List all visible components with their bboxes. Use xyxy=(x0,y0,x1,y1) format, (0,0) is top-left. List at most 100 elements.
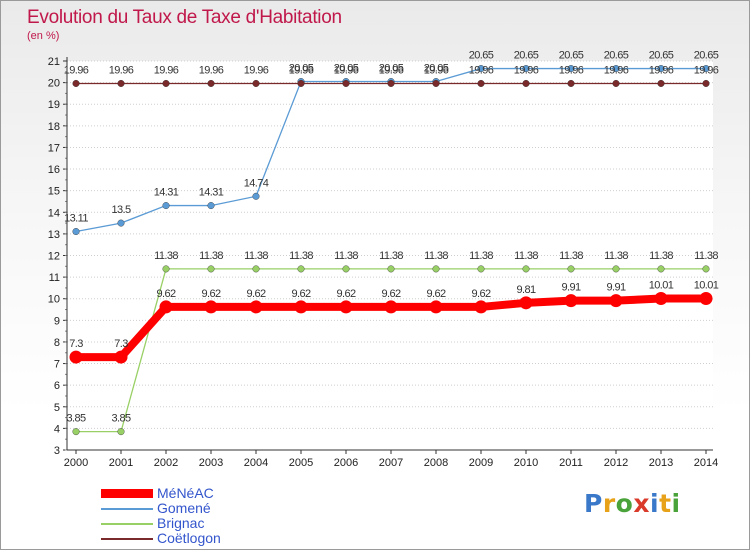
y-tick-label: 10 xyxy=(48,294,60,306)
point-brignac xyxy=(252,265,260,273)
data-label-gomene: 20.05 xyxy=(379,63,404,75)
x-tick-label: 2005 xyxy=(289,457,313,469)
data-label-brignac: 11.38 xyxy=(424,250,448,262)
legend-swatch xyxy=(101,538,153,540)
data-label-meneac: 7.3 xyxy=(69,338,83,350)
x-tick-label: 2007 xyxy=(379,457,403,469)
point-brignac xyxy=(567,265,575,273)
data-label-gomene: 20.65 xyxy=(649,50,674,62)
y-tick-label: 5 xyxy=(54,402,60,414)
data-label-gomene: 14.31 xyxy=(154,187,179,199)
data-label-meneac: 10.01 xyxy=(649,280,674,292)
data-label-brignac: 3.85 xyxy=(111,413,130,425)
data-label-brignac: 11.38 xyxy=(514,250,538,262)
data-label-coetlogon: 19.96 xyxy=(199,64,224,76)
x-tick-label: 2004 xyxy=(244,457,268,469)
y-tick-label: 21 xyxy=(48,56,60,68)
data-label-gomene: 20.05 xyxy=(289,63,314,75)
point-brignac xyxy=(162,265,170,273)
point-meneac xyxy=(384,300,398,314)
logo-letter: r xyxy=(602,489,616,518)
data-label-brignac: 11.38 xyxy=(469,250,493,262)
y-tick-label: 9 xyxy=(54,315,60,327)
data-label-gomene: 13.5 xyxy=(111,204,130,216)
y-tick-label: 6 xyxy=(54,380,60,392)
point-brignac xyxy=(297,265,305,273)
point-coetlogon xyxy=(297,79,305,87)
data-label-meneac: 7.3 xyxy=(114,338,128,350)
point-brignac xyxy=(387,265,395,273)
data-label-brignac: 11.38 xyxy=(289,250,313,262)
point-meneac xyxy=(654,292,668,306)
x-tick-label: 2010 xyxy=(514,457,538,469)
proxiti-logo: Proxiti xyxy=(584,489,681,518)
data-label-meneac: 9.62 xyxy=(426,288,445,300)
point-gomene xyxy=(252,192,260,200)
point-gomene xyxy=(477,65,485,73)
data-label-coetlogon: 19.96 xyxy=(289,64,314,76)
point-gomene xyxy=(522,65,530,73)
legend-label: Coëtlogon xyxy=(157,530,221,546)
x-tick-label: 2002 xyxy=(154,457,178,469)
y-tick-label: 8 xyxy=(54,337,60,349)
x-tick-label: 2006 xyxy=(334,457,358,469)
data-label-brignac: 11.38 xyxy=(604,250,628,262)
point-meneac xyxy=(474,300,488,314)
data-label-gomene: 20.65 xyxy=(514,50,539,62)
data-label-coetlogon: 19.96 xyxy=(694,64,719,76)
data-label-brignac: 11.38 xyxy=(244,250,268,262)
point-brignac xyxy=(432,265,440,273)
y-tick-label: 4 xyxy=(54,423,60,435)
data-label-meneac: 9.62 xyxy=(201,288,220,300)
data-label-coetlogon: 19.96 xyxy=(244,64,269,76)
data-label-coetlogon: 19.96 xyxy=(424,64,449,76)
point-coetlogon xyxy=(72,79,80,87)
logo-letter: i xyxy=(671,489,681,518)
data-label-gomene: 14.74 xyxy=(244,177,269,189)
point-coetlogon xyxy=(432,79,440,87)
data-label-brignac: 3.85 xyxy=(66,413,85,425)
data-label-brignac: 11.38 xyxy=(694,250,718,262)
x-tick-label: 2009 xyxy=(469,457,493,469)
point-meneac xyxy=(204,300,218,314)
point-brignac xyxy=(612,265,620,273)
point-meneac xyxy=(249,300,263,314)
logo-letter: o xyxy=(615,489,634,518)
point-meneac xyxy=(294,300,308,314)
point-meneac xyxy=(114,350,128,364)
data-label-gomene: 20.65 xyxy=(469,50,494,62)
legend-label: MéNéAC xyxy=(157,485,214,501)
data-label-coetlogon: 19.96 xyxy=(514,64,539,76)
point-brignac xyxy=(657,265,665,273)
point-brignac xyxy=(342,265,350,273)
point-gomene xyxy=(657,65,665,73)
x-tick-label: 2012 xyxy=(604,457,628,469)
data-label-gomene: 13.11 xyxy=(64,213,88,225)
data-label-coetlogon: 19.96 xyxy=(334,64,359,76)
point-meneac xyxy=(519,296,533,310)
data-label-coetlogon: 19.96 xyxy=(109,64,134,76)
point-gomene xyxy=(72,228,80,236)
y-tick-label: 14 xyxy=(48,207,60,219)
point-coetlogon xyxy=(477,79,485,87)
data-label-meneac: 9.91 xyxy=(606,282,625,294)
point-meneac xyxy=(699,292,713,306)
y-tick-label: 11 xyxy=(49,272,60,284)
chart-subtitle: (en %) xyxy=(27,30,60,42)
data-label-coetlogon: 19.96 xyxy=(379,64,404,76)
y-tick-label: 19 xyxy=(48,99,60,111)
data-label-brignac: 11.38 xyxy=(379,250,403,262)
data-label-meneac: 9.62 xyxy=(291,288,310,300)
data-label-meneac: 9.81 xyxy=(516,284,535,296)
data-label-gomene: 20.05 xyxy=(424,63,449,75)
x-tick-label: 2014 xyxy=(694,457,718,469)
data-label-meneac: 9.62 xyxy=(246,288,265,300)
point-gomene xyxy=(207,202,215,210)
y-tick-label: 15 xyxy=(48,186,60,198)
x-tick-label: 2013 xyxy=(649,457,673,469)
data-label-coetlogon: 19.96 xyxy=(604,64,629,76)
y-tick-label: 12 xyxy=(48,251,60,263)
data-label-gomene: 14.31 xyxy=(199,187,224,199)
logo-letter: i xyxy=(650,489,660,518)
data-label-brignac: 11.38 xyxy=(154,250,178,262)
